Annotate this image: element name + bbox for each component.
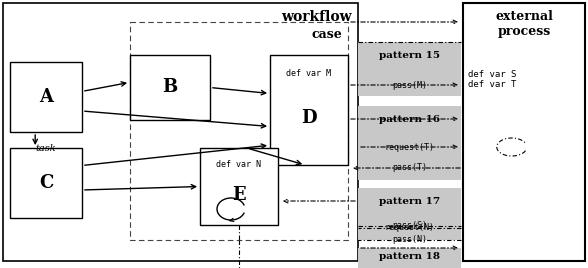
Text: A: A: [39, 88, 53, 106]
Text: B: B: [162, 79, 178, 96]
Bar: [200, 148, 278, 225]
Bar: [463, 3, 585, 261]
Bar: [10, 62, 82, 132]
Text: pass(M): pass(M): [392, 80, 427, 90]
Text: workflow: workflow: [282, 10, 352, 24]
Text: pattern 18: pattern 18: [379, 252, 440, 261]
Bar: [358, 188, 461, 240]
Text: def var S
def var T: def var S def var T: [468, 70, 516, 90]
Text: external
process: external process: [495, 10, 553, 38]
Bar: [130, 22, 348, 240]
Text: D: D: [301, 109, 317, 127]
Text: def var N: def var N: [216, 160, 262, 169]
Bar: [358, 106, 461, 180]
Text: pass(S): pass(S): [392, 221, 427, 230]
Text: request(N): request(N): [385, 224, 435, 233]
Text: pass(N): pass(N): [393, 236, 427, 244]
Text: request(T): request(T): [385, 143, 435, 151]
Text: case: case: [311, 28, 342, 41]
Text: pass(T): pass(T): [392, 163, 427, 173]
Text: pattern 16: pattern 16: [379, 114, 440, 124]
Bar: [3, 3, 358, 261]
Text: C: C: [39, 174, 53, 192]
Text: def var M: def var M: [286, 69, 332, 78]
Text: pattern 15: pattern 15: [379, 50, 440, 59]
Text: E: E: [232, 185, 246, 203]
Bar: [358, 248, 461, 268]
Text: pattern 17: pattern 17: [379, 196, 440, 206]
Bar: [358, 42, 461, 96]
Bar: [10, 148, 82, 218]
Bar: [130, 55, 210, 120]
Bar: [270, 55, 348, 165]
Text: task: task: [36, 144, 56, 153]
